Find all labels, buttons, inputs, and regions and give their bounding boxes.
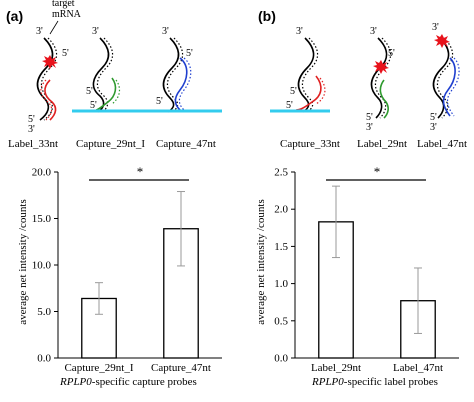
end-3-label: 3' (366, 122, 373, 133)
end-3-label: 3' (432, 22, 439, 33)
chart-b-category-label: Label_47nt (393, 362, 443, 374)
end-5-label: 5' (62, 48, 69, 59)
end-5-label: 5' (290, 86, 297, 97)
chart-b-ytick-label: 2.0 (274, 204, 288, 216)
end-5-label: 5' (366, 112, 373, 123)
chart-b-category-label: Label_29nt (311, 362, 361, 374)
chart-a-ytick-label: 15.0 (32, 213, 52, 225)
schematic-label-33nt (36, 37, 58, 121)
schematic-capture-33nt (295, 37, 326, 113)
chart-b-ytick-label: 0.0 (274, 353, 288, 365)
schematic-capture-29nt (92, 37, 121, 113)
chart-a-significance-star: * (137, 164, 144, 179)
chart-a-category-label: Capture_47nt (151, 362, 211, 374)
panel-a-label: (a) (6, 8, 24, 24)
chart-b-significance-star: * (374, 164, 381, 179)
schematic-label-29nt (370, 37, 392, 119)
probe-name-label-47nt: Label_47nt (417, 138, 467, 150)
end-5-label: 5' (86, 86, 93, 97)
chart-a-xlabel-gene: RPLP0 (60, 376, 92, 388)
end-5-label: 5' (388, 48, 395, 59)
chart-b-xlabel-gene: RPLP0 (312, 376, 344, 388)
chart-b-ylabel: average net intensity /counts (255, 199, 267, 325)
end-3-label: 3' (28, 124, 35, 135)
end-3-label: 3' (296, 26, 303, 37)
end-3-label: 3' (92, 26, 99, 37)
chart-a: 0.0 5.0 10.0 15.0 20.0 Capture_29nt_I Capture_… (32, 164, 222, 374)
chart-b-ytick-label: 2.5 (274, 167, 288, 179)
panel-b-label: (b) (258, 8, 276, 24)
end-5-label: 5' (286, 100, 293, 111)
target-pointer (49, 20, 59, 35)
target-label-line1: target (52, 0, 75, 9)
probe-schematics: 3' 5' 5' 3' 3' 5' 5' 3' 5' 5' target mRN… (8, 0, 467, 150)
end-3-label: 3' (162, 26, 169, 37)
chart-a-ytick-label: 0.0 (37, 353, 51, 365)
chart-a-category-label: Capture_29nt_I (64, 362, 133, 374)
chart-b-ytick-label: 1.5 (274, 241, 288, 253)
schematic-label-47nt (432, 34, 460, 119)
probe-name-capture-47nt: Capture_47nt (156, 138, 216, 150)
chart-a-ytick-label: 5.0 (37, 306, 51, 318)
probe-name-capture-33nt: Capture_33nt (280, 138, 340, 150)
chart-b-ytick-label: 0.5 (274, 315, 288, 327)
end-5-label: 5' (430, 112, 437, 123)
probe-name-label-29nt: Label_29nt (357, 138, 407, 150)
end-5-label: 5' (186, 48, 193, 59)
end-3-label: 3' (36, 26, 43, 37)
chart-b-xlabel: RPLP0-specific label probes (312, 376, 438, 388)
end-5-label: 5' (156, 96, 163, 107)
chart-a-ytick-label: 20.0 (32, 167, 52, 179)
chart-a-xlabel: RPLP0-specific capture probes (60, 376, 197, 388)
schematic-capture-47nt (162, 37, 192, 113)
chart-a-ylabel: average net intensity /counts (17, 199, 29, 325)
end-5-label: 5' (90, 100, 97, 111)
target-label-line2: mRNA (52, 9, 82, 20)
end-3-label: 3' (370, 26, 377, 37)
probe-name-label-33nt: Label_33nt (8, 138, 58, 150)
chart-a-xlabel-rest: -specific capture probes (91, 376, 197, 388)
chart-a-ytick-label: 10.0 (32, 260, 52, 272)
probe-name-capture-29nt-i: Capture_29nt_I (76, 138, 145, 150)
chart-b: 0.0 0.5 1.0 1.5 2.0 2.5 Label_29nt Label_47nt * (274, 164, 459, 374)
chart-b-ytick-label: 1.0 (274, 278, 288, 290)
end-3-label: 3' (430, 122, 437, 133)
chart-b-xlabel-rest: -specific label probes (343, 376, 438, 388)
end-5-label: 5' (28, 114, 35, 125)
